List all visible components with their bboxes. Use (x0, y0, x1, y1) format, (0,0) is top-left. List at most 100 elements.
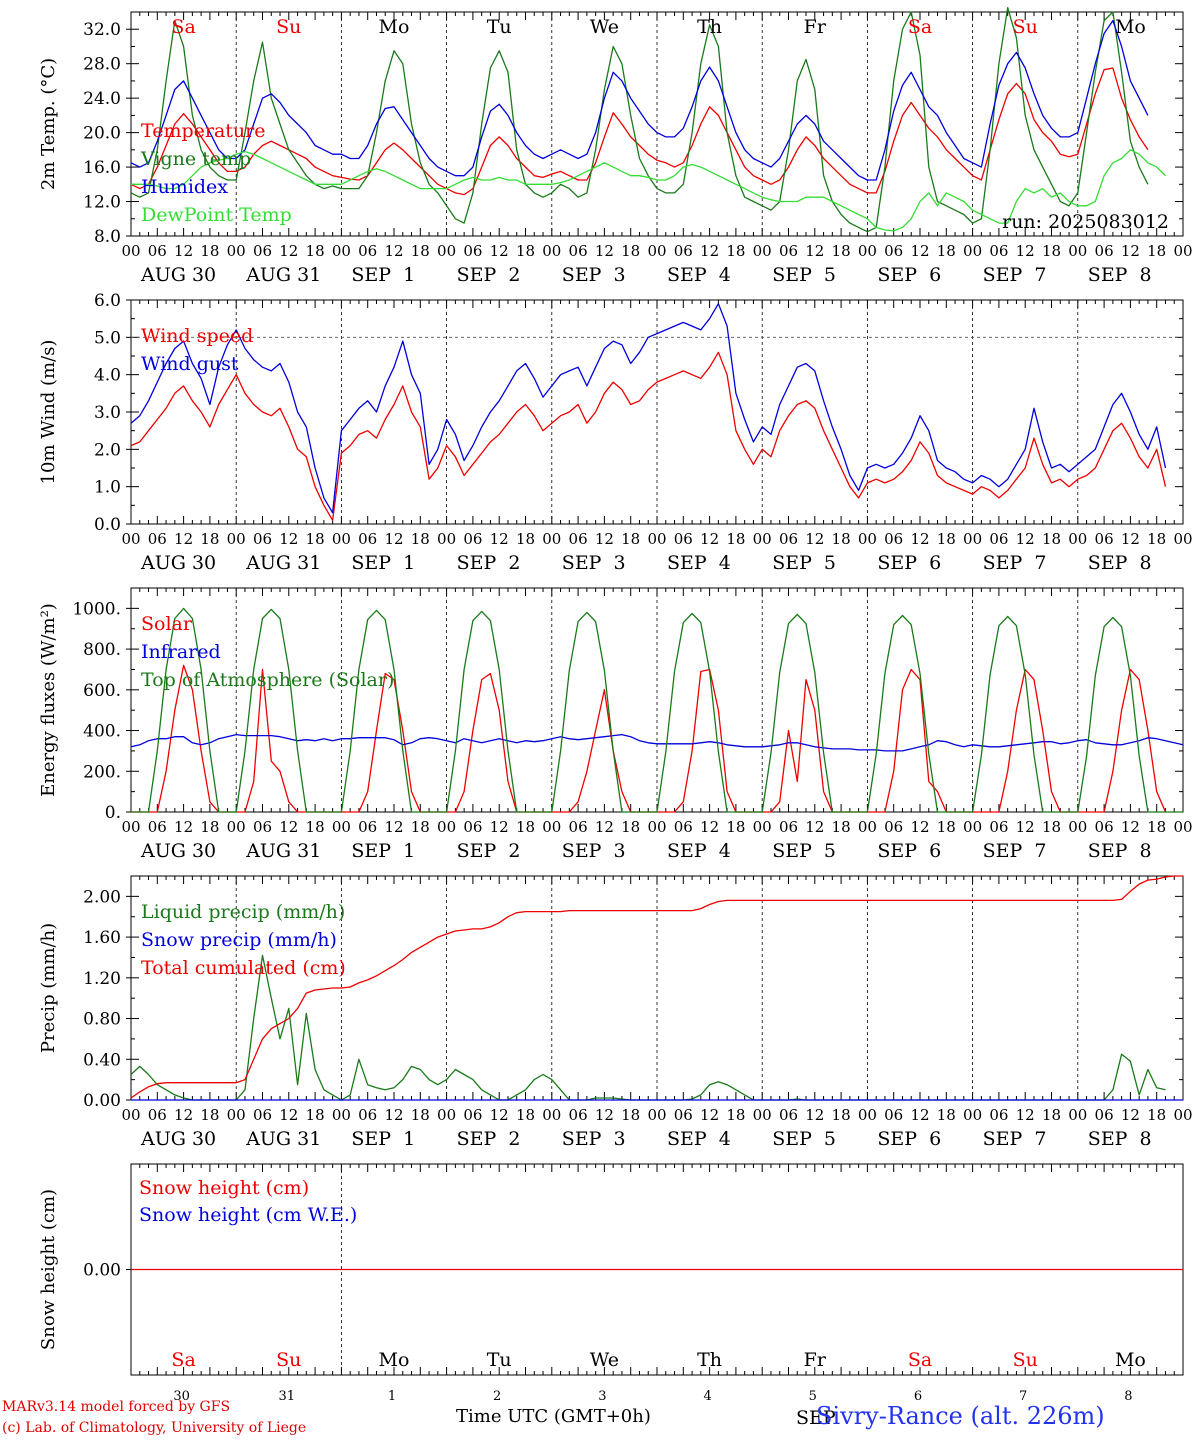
station-name: Sivry-Rance (alt. 226m) (816, 1402, 1105, 1430)
weekday-label: Mo (379, 16, 410, 38)
hour-label: 00 (227, 530, 246, 548)
series-line-vigne-temp (130, 7, 1149, 233)
hour-label: 12 (490, 818, 509, 836)
y-tick-label: 0.80 (83, 1010, 121, 1030)
hour-label: 00 (121, 242, 140, 260)
date-label: SEP 4 (667, 840, 731, 862)
legend-entry: Total cumulated (cm) (141, 957, 346, 979)
hour-label: 18 (726, 242, 745, 260)
weekday-label: Su (276, 1349, 301, 1371)
hour-label: 00 (963, 818, 982, 836)
hour-label: 06 (358, 242, 377, 260)
hour-label: 12 (279, 1106, 298, 1124)
date-label: SEP 8 (1088, 1128, 1152, 1150)
hour-label: 12 (490, 242, 509, 260)
date-label: SEP 6 (877, 552, 941, 574)
hour-label: 12 (595, 530, 614, 548)
y-tick-label: 4.0 (94, 366, 121, 386)
legend-entry: Liquid precip (mm/h) (141, 901, 345, 923)
hour-label: 12 (279, 530, 298, 548)
hour-label: 12 (174, 530, 193, 548)
hour-label: 18 (1147, 242, 1166, 260)
date-label: AUG 30 (140, 840, 216, 862)
x-axis-title: Time UTC (GMT+0h) (456, 1406, 651, 1427)
hour-label: 00 (1173, 818, 1192, 836)
hour-label: 12 (384, 818, 403, 836)
weekday-label: We (590, 16, 619, 38)
hour-label: 00 (542, 1106, 561, 1124)
hour-label: 00 (437, 818, 456, 836)
month-label: SEP (796, 1407, 836, 1429)
y-tick-label: 2.00 (83, 887, 121, 907)
date-label: SEP 3 (562, 1128, 626, 1150)
hour-label: 12 (1121, 818, 1140, 836)
hour-label: 06 (779, 1106, 798, 1124)
y-tick-label: 0. (105, 803, 121, 823)
hour-label: 00 (332, 818, 351, 836)
hour-label: 06 (674, 1106, 693, 1124)
hour-label: 12 (595, 1106, 614, 1124)
panel-3 (126, 587, 1184, 813)
series-line-dewpoint-temp (131, 149, 1166, 232)
day-number-label: 7 (1019, 1389, 1027, 1404)
y-tick-label: 6.0 (94, 291, 121, 311)
date-label: AUG 31 (245, 1128, 321, 1150)
hour-label: 18 (200, 530, 219, 548)
date-label: SEP 3 (562, 552, 626, 574)
hour-label: 12 (805, 530, 824, 548)
hour-label: 18 (832, 530, 851, 548)
hour-label: 00 (1173, 1106, 1192, 1124)
y-axis-label: Energy fluxes (W/m²) (38, 603, 59, 797)
day-number-label: 5 (809, 1389, 817, 1404)
weekday-label: Sa (171, 1349, 195, 1371)
hour-label: 12 (174, 818, 193, 836)
hour-label: 12 (910, 530, 929, 548)
date-label: SEP 1 (351, 264, 415, 286)
panel-2 (126, 299, 1184, 525)
hour-label: 12 (700, 530, 719, 548)
hour-label: 12 (805, 242, 824, 260)
hour-label: 12 (1016, 818, 1035, 836)
weekday-label: Su (1013, 16, 1038, 38)
date-label: SEP 3 (562, 264, 626, 286)
hour-label: 12 (384, 530, 403, 548)
y-tick-label: 2.0 (94, 440, 121, 460)
hour-label: 06 (253, 818, 272, 836)
series-line-temperature (130, 67, 1149, 196)
date-label: SEP 8 (1088, 552, 1152, 574)
hour-label: 06 (358, 818, 377, 836)
hour-label: 12 (1016, 242, 1035, 260)
hour-label: 06 (569, 1106, 588, 1124)
hour-label: 06 (674, 530, 693, 548)
hour-label: 00 (858, 530, 877, 548)
hour-label: 00 (332, 1106, 351, 1124)
y-axis-label: Snow height (cm) (38, 1189, 59, 1350)
hour-label: 00 (963, 530, 982, 548)
hour-label: 18 (1042, 530, 1061, 548)
hour-label: 06 (1095, 242, 1114, 260)
hour-label: 18 (516, 818, 535, 836)
hour-label: 12 (1121, 242, 1140, 260)
legend-entry: Top of Atmosphere (Solar) (141, 669, 394, 691)
hour-label: 00 (858, 242, 877, 260)
hour-label: 18 (1042, 1106, 1061, 1124)
y-tick-label: 12.0 (83, 193, 121, 213)
legend-entry: Snow height (cm W.E.) (139, 1204, 357, 1226)
hour-label: 00 (227, 818, 246, 836)
hour-label: 06 (253, 530, 272, 548)
hour-label: 06 (148, 1106, 167, 1124)
y-tick-label: 1.0 (94, 478, 121, 498)
hour-label: 18 (306, 1106, 325, 1124)
weekday-label: Su (276, 16, 301, 38)
legend-entry: Vigne temp (140, 148, 251, 170)
hour-label: 00 (1068, 1106, 1087, 1124)
weekday-label: Th (697, 16, 722, 38)
y-tick-label: 800. (83, 640, 121, 660)
hour-label: 18 (1147, 818, 1166, 836)
legend-entry: Solar (141, 613, 193, 635)
date-label: SEP 5 (772, 840, 836, 862)
day-number-label: 31 (279, 1389, 296, 1404)
run-label: run: 2025083012 (1002, 211, 1169, 233)
hour-label: 06 (989, 242, 1008, 260)
